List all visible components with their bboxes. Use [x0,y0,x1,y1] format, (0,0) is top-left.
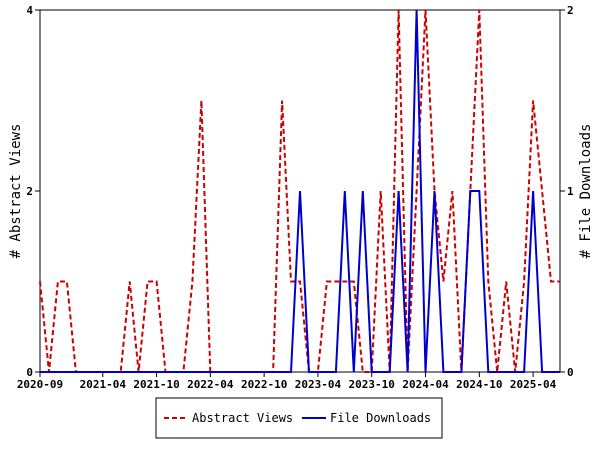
left-axis-title: # Abstract Views [8,124,24,259]
left-tick-label: 0 [26,366,33,379]
right-tick-label: 0 [567,366,574,379]
left-y-axis: 0 2 4 [26,4,40,379]
legend: Abstract Views File Downloads [155,397,443,439]
series-line-abstract-views [39,9,560,373]
x-tick-label: 2020-09 [17,378,63,391]
left-tick-label: 2 [26,185,33,198]
left-tick-label: 4 [26,4,33,17]
right-tick-label: 2 [567,4,574,17]
x-tick-label: 2023-04 [295,378,342,391]
right-axis-title: # File Downloads [578,124,594,259]
x-tick-label: 2024-04 [402,378,449,391]
right-tick-label: 1 [567,185,574,198]
legend-box [155,397,443,439]
x-tick-label: 2025-04 [510,378,557,391]
x-tick-label: 2024-10 [456,378,502,391]
x-tick-label: 2021-04 [80,378,127,391]
series-line-file-downloads [40,9,560,373]
x-tick-label: 2021-10 [133,378,179,391]
legend-label-abstract-views: Abstract Views [192,411,293,425]
x-tick-label: 2022-10 [241,378,287,391]
right-y-axis: 0 1 2 [560,4,574,379]
series-layer [39,9,560,373]
x-tick-label: 2022-04 [187,378,234,391]
legend-label-file-downloads: File Downloads [330,411,431,425]
x-tick-label: 2023-10 [349,378,395,391]
x-axis: 2020-09 2021-04 2021-10 2022-04 2022-10 2023-… [17,372,557,391]
